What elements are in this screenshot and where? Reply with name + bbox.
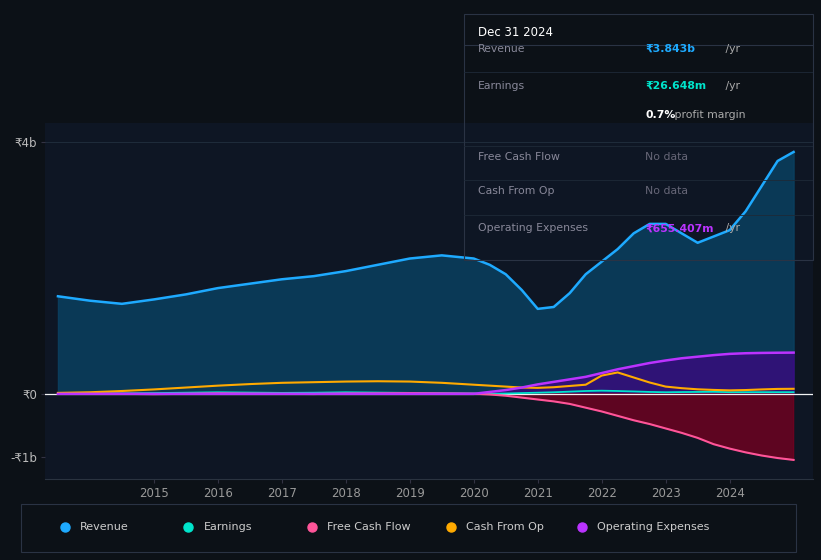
Text: Revenue: Revenue (478, 44, 525, 54)
Text: Operating Expenses: Operating Expenses (478, 223, 588, 234)
Text: /yr: /yr (722, 81, 740, 91)
Text: 0.7%: 0.7% (645, 110, 676, 120)
Text: No data: No data (645, 186, 688, 197)
Text: Cash From Op: Cash From Op (478, 186, 554, 197)
Text: No data: No data (645, 152, 688, 162)
FancyBboxPatch shape (21, 503, 796, 552)
Text: ₹26.648m: ₹26.648m (645, 81, 706, 91)
Text: Free Cash Flow: Free Cash Flow (478, 152, 560, 162)
Text: Earnings: Earnings (478, 81, 525, 91)
Text: Free Cash Flow: Free Cash Flow (327, 522, 410, 532)
Text: Earnings: Earnings (204, 522, 252, 532)
Text: /yr: /yr (722, 44, 740, 54)
Text: Cash From Op: Cash From Op (466, 522, 544, 532)
Text: Operating Expenses: Operating Expenses (597, 522, 709, 532)
Text: ₹655.407m: ₹655.407m (645, 223, 713, 234)
Text: profit margin: profit margin (672, 110, 746, 120)
Text: ₹3.843b: ₹3.843b (645, 44, 695, 54)
Text: Revenue: Revenue (80, 522, 129, 532)
Text: /yr: /yr (722, 223, 740, 234)
Text: Dec 31 2024: Dec 31 2024 (478, 26, 553, 39)
